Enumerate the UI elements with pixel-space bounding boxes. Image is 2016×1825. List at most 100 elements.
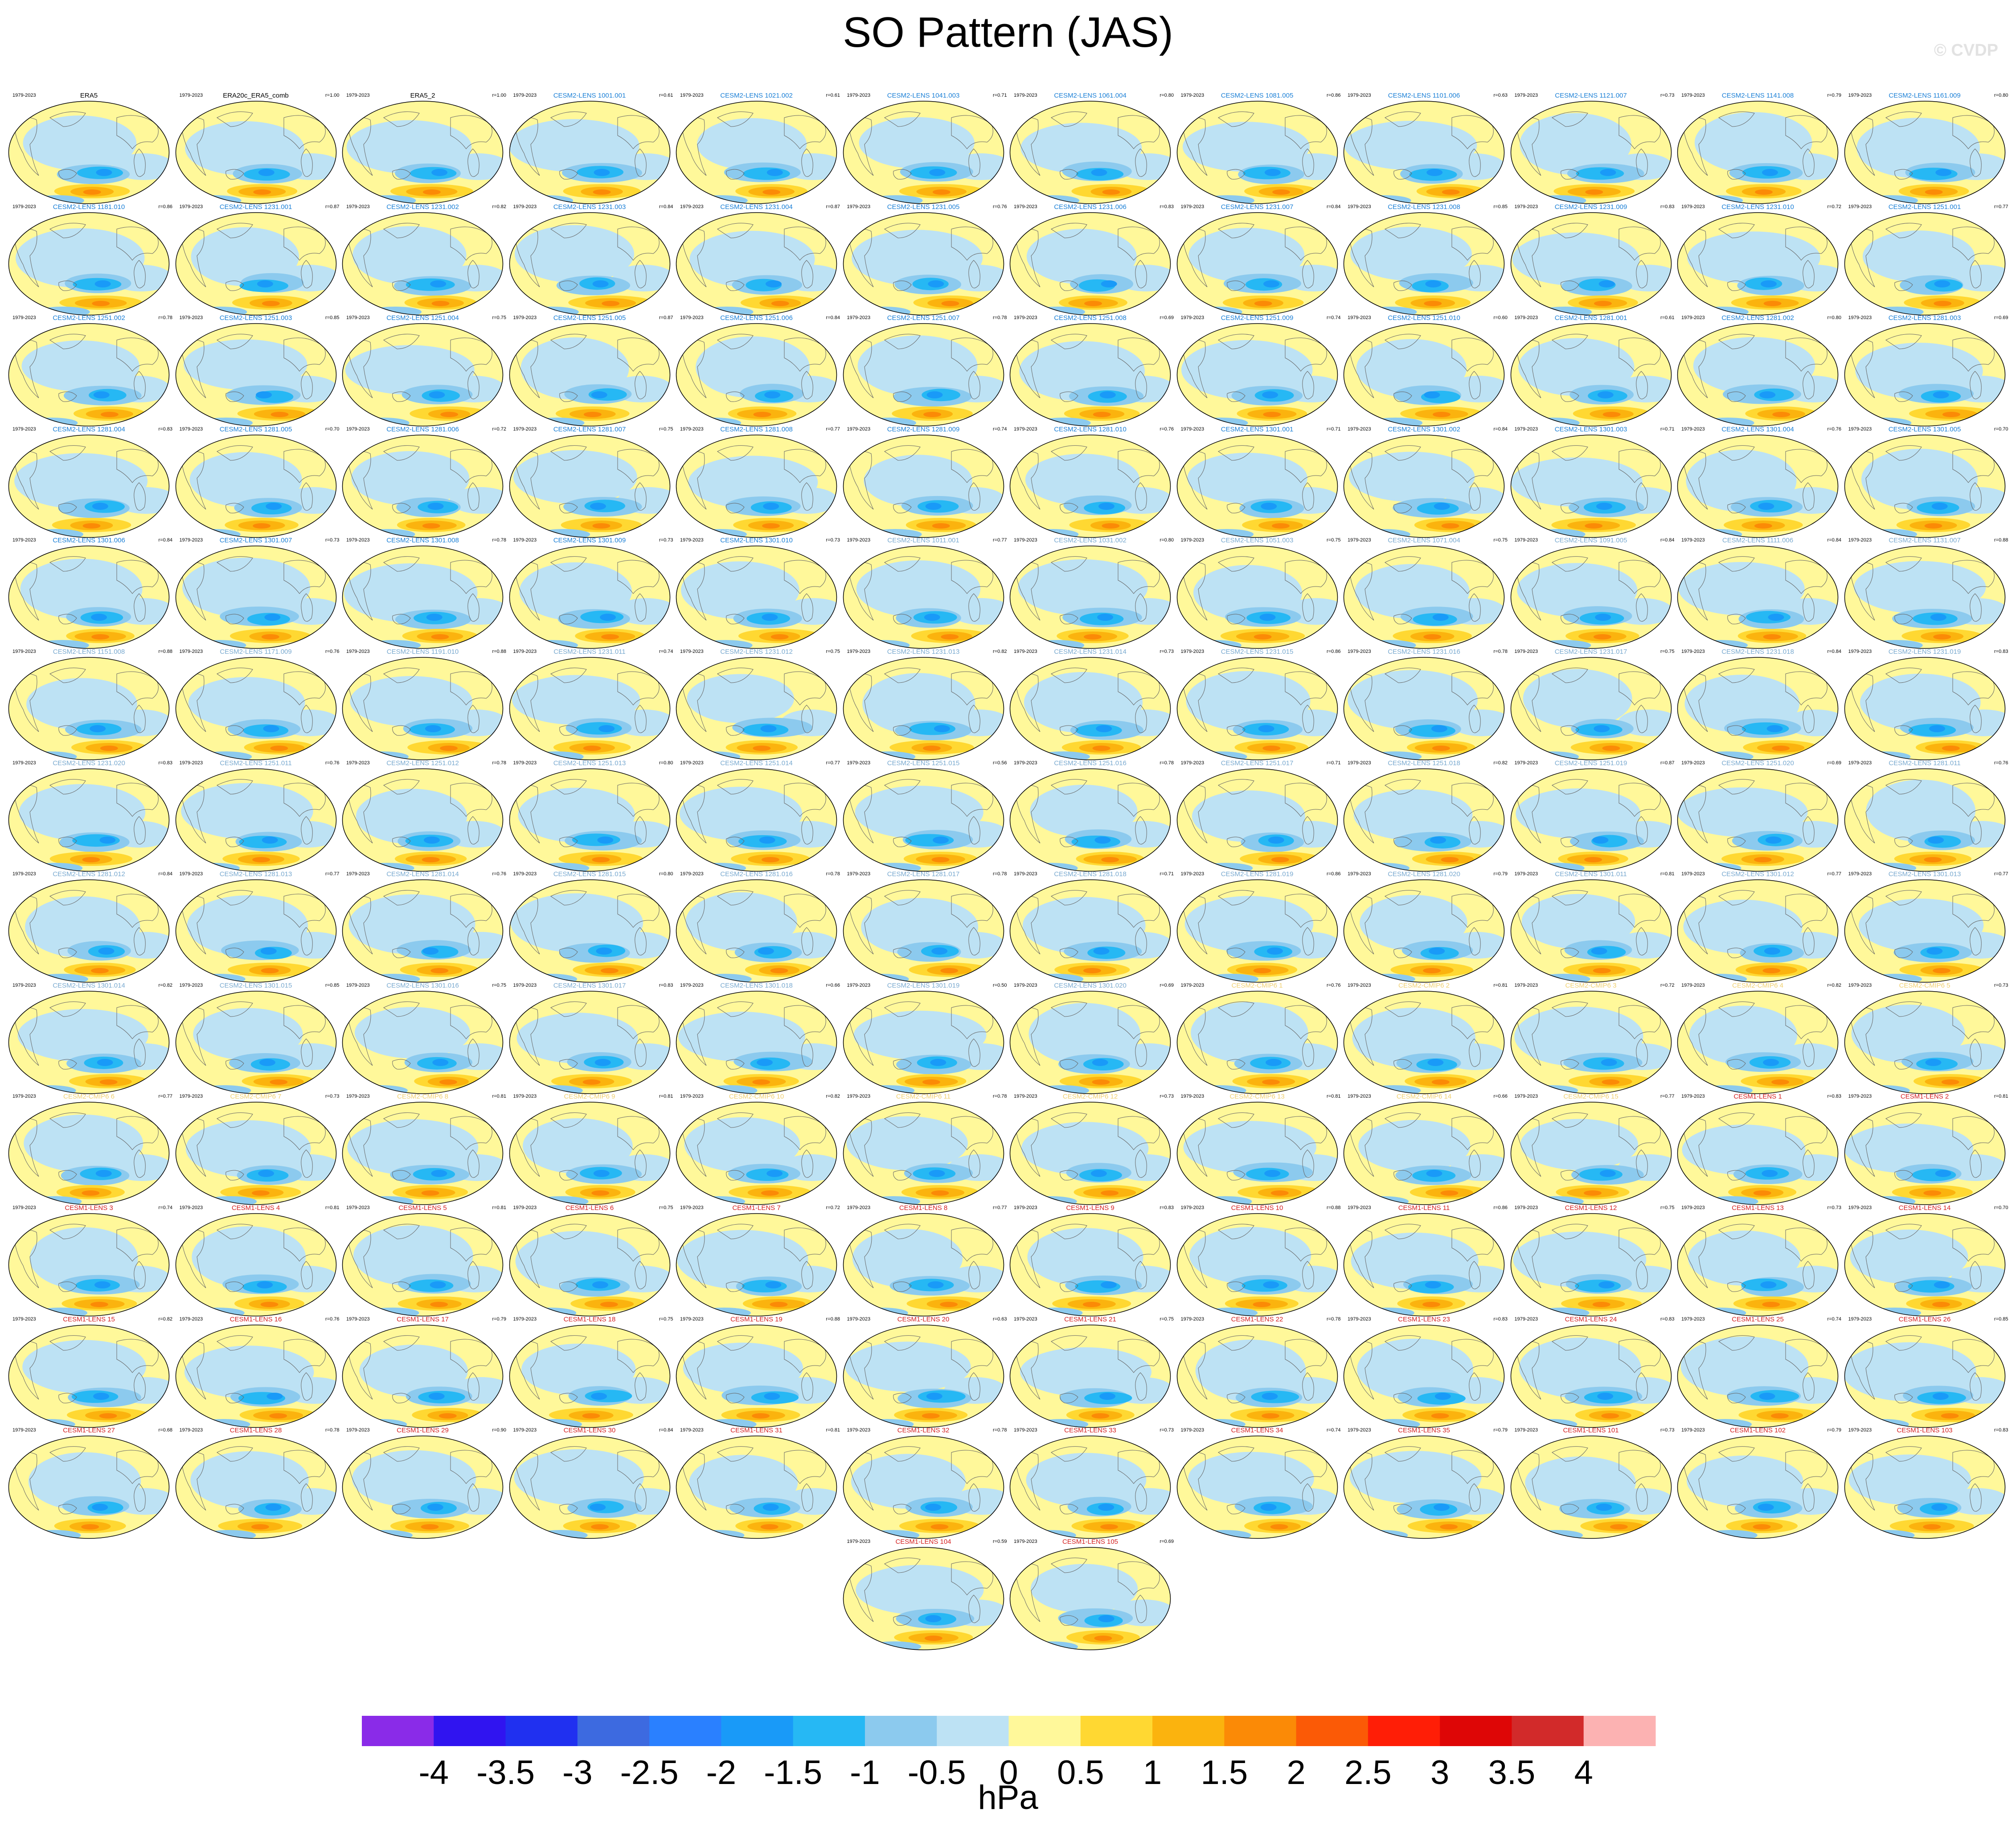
- sea-level-pressure-map: [342, 1435, 504, 1539]
- sea-level-pressure-map: [8, 212, 170, 316]
- panel-period: 1979-2023: [847, 1094, 871, 1099]
- sea-level-pressure-map: [1677, 1102, 1839, 1206]
- map-panel: 1979-2023 CESM2-LENS 1281.016 r=0.78: [673, 870, 840, 983]
- panel-title: CESM2-LENS 1071.004: [1388, 537, 1460, 545]
- panel-title: CESM2-LENS 1231.008: [1388, 203, 1460, 211]
- panel-period: 1979-2023: [1348, 871, 1371, 877]
- map-panel: 1979-2023 CESM2-LENS 1281.013 r=0.77: [172, 870, 340, 983]
- pattern-correlation: r=0.56: [993, 760, 1007, 766]
- map-panel: 1979-2023 CESM2-LENS 1301.016 r=0.75: [339, 982, 506, 1094]
- panel-period: 1979-2023: [179, 760, 203, 766]
- panel-title: CESM2-LENS 1231.013: [887, 648, 960, 656]
- pattern-correlation: r=0.74: [1327, 315, 1341, 321]
- map-panel: 1979-2023 CESM2-CMIP6 9 r=0.81: [506, 1093, 673, 1206]
- pattern-correlation: r=0.68: [158, 1427, 173, 1433]
- panel-title: CESM2-LENS 1281.013: [219, 870, 292, 878]
- panel-period: 1979-2023: [12, 982, 36, 988]
- sea-level-pressure-map: [8, 101, 170, 204]
- panel-title: CESM1-LENS 2: [1900, 1093, 1949, 1101]
- panel-period: 1979-2023: [179, 982, 203, 988]
- pattern-correlation: r=0.59: [993, 1538, 1007, 1544]
- panel-period: 1979-2023: [1848, 760, 1872, 766]
- pattern-correlation: r=0.83: [1160, 1205, 1174, 1210]
- panel-period: 1979-2023: [680, 93, 704, 98]
- pattern-correlation: r=0.81: [492, 1205, 507, 1210]
- pattern-correlation: r=0.76: [492, 871, 507, 877]
- panel-title: CESM2-LENS 1301.019: [887, 981, 960, 989]
- sea-level-pressure-map: [1343, 657, 1505, 760]
- panel-title: CESM2-LENS 1251.013: [553, 759, 626, 767]
- panel-title: CESM2-LENS 1281.019: [1221, 870, 1294, 878]
- panel-title: CESM2-LENS 1141.008: [1721, 92, 1794, 99]
- panel-period: 1979-2023: [1014, 315, 1037, 321]
- panel-title: CESM1-LENS 1: [1733, 1093, 1782, 1101]
- sea-level-pressure-map: [1844, 435, 2005, 538]
- map-panel: 1979-2023 CESM2-LENS 1251.003 r=0.85: [172, 314, 340, 427]
- map-panel: 1979-2023 CESM2-CMIP6 7 r=0.73: [172, 1093, 340, 1206]
- panel-period: 1979-2023: [513, 871, 537, 877]
- panel-title: CESM1-LENS 14: [1898, 1204, 1951, 1212]
- panel-title: CESM1-LENS 15: [63, 1315, 115, 1323]
- pattern-correlation: r=0.83: [158, 426, 173, 432]
- panel-title: CESM1-LENS 8: [899, 1204, 948, 1212]
- map-panel: 1979-2023 CESM1-LENS 13 r=0.73: [1674, 1204, 1841, 1316]
- map-panel: 1979-2023 CESM1-LENS 32 r=0.78: [840, 1427, 1007, 1539]
- panel-title: CESM1-LENS 3: [65, 1204, 113, 1212]
- map-panel: 1979-2023 CESM1-LENS 21 r=0.75: [1007, 1316, 1174, 1428]
- sea-level-pressure-map: [509, 101, 670, 204]
- panel-title: CESM1-LENS 29: [397, 1427, 449, 1435]
- pattern-correlation: r=0.85: [325, 315, 340, 321]
- map-panel: 1979-2023 CESM2-LENS 1301.001 r=0.71: [1174, 425, 1341, 538]
- pattern-correlation: r=0.86: [158, 204, 173, 209]
- map-panel: 1979-2023 CESM2-LENS 1231.006 r=0.83: [1007, 203, 1174, 316]
- pattern-correlation: r=0.80: [1160, 93, 1174, 98]
- panel-period: 1979-2023: [1014, 1427, 1037, 1433]
- sea-level-pressure-map: [1343, 1102, 1505, 1206]
- sea-level-pressure-map: [175, 1435, 336, 1539]
- pattern-correlation: r=0.78: [325, 1427, 340, 1433]
- sea-level-pressure-map: [509, 768, 670, 872]
- panel-title: CESM2-LENS 1171.009: [220, 648, 292, 656]
- pattern-correlation: r=0.84: [659, 204, 673, 209]
- colorbar-swatch: [505, 1716, 578, 1746]
- panel-period: 1979-2023: [1348, 426, 1371, 432]
- sea-level-pressure-map: [342, 101, 504, 204]
- map-panel: 1979-2023 CESM1-LENS 2 r=0.81: [1841, 1093, 2008, 1206]
- panel-period: 1979-2023: [1514, 1316, 1538, 1322]
- map-panel: 1979-2023 CESM2-CMIP6 4 r=0.82: [1674, 982, 1841, 1094]
- panel-period: 1979-2023: [1014, 204, 1037, 209]
- panel-period: 1979-2023: [1180, 93, 1205, 98]
- panel-title: CESM2-LENS 1301.001: [1221, 425, 1294, 433]
- panel-title: CESM2-LENS 1041.003: [887, 92, 960, 99]
- pattern-correlation: r=0.85: [325, 982, 340, 988]
- pattern-correlation: r=0.78: [1160, 760, 1174, 766]
- map-panel: 1979-2023 CESM2-LENS 1281.002 r=0.80: [1674, 314, 1841, 427]
- map-panel: 1979-2023 CESM2-LENS 1061.004 r=0.80: [1007, 92, 1174, 204]
- panel-title: CESM2-LENS 1301.020: [1054, 981, 1127, 989]
- map-panel: 1979-2023 CESM2-LENS 1301.002 r=0.84: [1340, 426, 1508, 538]
- map-panel: 1979-2023 CESM2-LENS 1301.013 r=0.77: [1841, 870, 2008, 983]
- panel-title: CESM2-LENS 1231.016: [1388, 648, 1460, 656]
- colorbar-swatch: [434, 1716, 506, 1746]
- panel-period: 1979-2023: [1180, 649, 1205, 654]
- sea-level-pressure-map: [1844, 1435, 2005, 1539]
- panel-period: 1979-2023: [847, 315, 871, 321]
- panel-title: CESM2-LENS 1231.012: [720, 648, 793, 656]
- panel-title: ERA5: [80, 92, 98, 99]
- panel-period: 1979-2023: [1014, 426, 1037, 432]
- panel-title: CESM1-LENS 22: [1231, 1315, 1283, 1323]
- map-panel: 1979-2023 CESM2-LENS 1031.002 r=0.80: [1007, 537, 1174, 649]
- sea-level-pressure-map: [1677, 657, 1839, 760]
- panel-period: 1979-2023: [1014, 1316, 1037, 1322]
- map-panel: 1979-2023 CESM2-LENS 1231.008 r=0.85: [1340, 203, 1508, 316]
- map-panel: 1979-2023 CESM2-LENS 1231.003 r=0.84: [506, 203, 673, 316]
- pattern-correlation: r=0.86: [1493, 1205, 1508, 1210]
- map-panel: 1979-2023 CESM2-LENS 1301.011 r=0.81: [1508, 870, 1675, 983]
- panel-period: 1979-2023: [1681, 426, 1705, 432]
- sea-level-pressure-map: [1510, 879, 1672, 983]
- map-panel: 1979-2023 CESM1-LENS 6 r=0.75: [506, 1204, 673, 1316]
- sea-level-pressure-map: [843, 101, 1004, 204]
- map-panel: 1979-2023 CESM1-LENS 11 r=0.86: [1340, 1204, 1508, 1316]
- panel-title: CESM2-LENS 1031.002: [1054, 537, 1127, 545]
- panel-period: 1979-2023: [1848, 315, 1872, 321]
